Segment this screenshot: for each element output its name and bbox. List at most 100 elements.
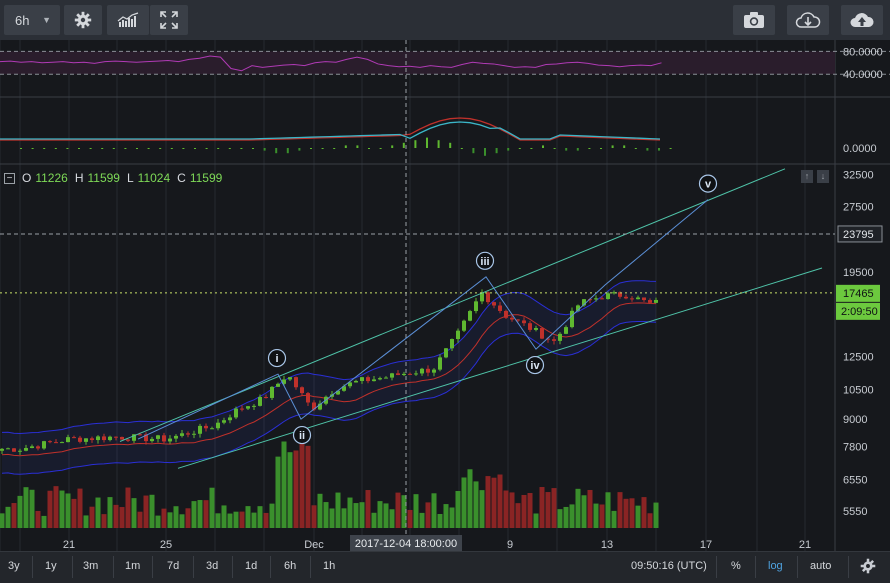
divider xyxy=(32,556,33,578)
macd-histogram-bar xyxy=(634,148,637,149)
camera-icon xyxy=(744,12,764,28)
range-1h[interactable]: 1h xyxy=(323,560,336,572)
candle-body xyxy=(348,382,352,387)
range-7d[interactable]: 7d xyxy=(167,560,180,572)
macd-histogram-bar xyxy=(472,148,475,154)
price-tick-label: 10500 xyxy=(843,385,874,397)
volume-bar xyxy=(587,489,593,528)
volume-bar xyxy=(371,512,377,528)
macd-histogram-bar xyxy=(600,148,602,149)
moving-average-line xyxy=(1,302,657,457)
range-1m[interactable]: 1m xyxy=(125,560,141,572)
wave-marker xyxy=(475,251,495,270)
range-3m[interactable]: 3m xyxy=(83,560,99,572)
volume-bar xyxy=(83,515,89,528)
macd-tick-label: 0.0000 xyxy=(843,143,877,155)
volume-bar xyxy=(545,492,551,528)
macd-histogram-bar xyxy=(333,148,336,149)
candle-body xyxy=(66,437,70,443)
snapshot-button[interactable] xyxy=(733,5,775,35)
indicators-button[interactable] xyxy=(107,5,149,35)
macd-histogram-bar xyxy=(542,145,544,148)
range-1d[interactable]: 1d xyxy=(245,560,258,572)
candle-body xyxy=(378,378,382,380)
candle-body xyxy=(600,298,604,300)
candle-body xyxy=(60,442,64,444)
bollinger-upper xyxy=(1,280,657,435)
candle-body xyxy=(480,292,484,302)
macd-histogram-bar xyxy=(507,148,510,151)
candle-body xyxy=(252,405,256,407)
settings-button[interactable] xyxy=(64,5,102,35)
cloud-download-icon xyxy=(795,12,821,28)
volume-bar xyxy=(581,495,587,528)
volume-bar xyxy=(485,476,491,528)
volume-bar xyxy=(653,502,659,528)
price-tick-label: 7800 xyxy=(843,441,867,453)
download-button[interactable] xyxy=(787,5,829,35)
interval-select[interactable]: 6h ▼ xyxy=(4,5,60,35)
candle-body xyxy=(474,301,478,312)
candle-body xyxy=(282,379,286,384)
candle-body xyxy=(564,327,568,334)
percent-scale-toggle[interactable]: % xyxy=(731,560,741,572)
x-tick-label: Dec xyxy=(304,539,324,551)
macd-histogram-bar xyxy=(54,148,57,149)
volume-bar xyxy=(257,506,263,528)
volume-bar xyxy=(491,477,497,528)
volume-bar xyxy=(5,506,11,528)
candle-body xyxy=(264,397,268,399)
volume-bar xyxy=(47,490,53,528)
volume-bar xyxy=(623,498,629,528)
collapse-panel-button[interactable]: − xyxy=(4,172,15,184)
candle-body xyxy=(48,441,52,443)
volume-bar xyxy=(89,506,95,528)
candle-body xyxy=(240,408,244,410)
candle-body xyxy=(504,310,508,318)
move-panel-down-button[interactable]: ↓ xyxy=(817,170,829,183)
candle-body xyxy=(402,373,406,376)
macd-histogram-bar xyxy=(518,148,521,149)
volume-bar xyxy=(509,492,515,528)
candle-body xyxy=(156,435,160,439)
macd-histogram-bar xyxy=(298,148,301,151)
volume-bar xyxy=(329,508,335,528)
volume-bar xyxy=(563,506,569,528)
volume-bar xyxy=(17,495,23,528)
auto-scale-toggle[interactable]: auto xyxy=(810,560,832,572)
volume-bar xyxy=(569,504,575,528)
divider xyxy=(270,556,271,578)
macd-histogram-bar xyxy=(623,145,626,148)
candle-body xyxy=(438,357,442,370)
volume-bar xyxy=(281,441,287,528)
range-3y[interactable]: 3y xyxy=(8,560,20,572)
range-3d[interactable]: 3d xyxy=(206,560,219,572)
cursor-date-box xyxy=(350,535,462,551)
volume-bar xyxy=(389,509,395,528)
range-6h[interactable]: 6h xyxy=(284,560,297,572)
candle-body xyxy=(186,433,190,435)
candle-body xyxy=(390,373,394,378)
volume-bar xyxy=(353,503,359,528)
upload-button[interactable] xyxy=(841,5,883,35)
macd-histogram-bar xyxy=(20,148,22,149)
move-panel-up-button[interactable]: ↑ xyxy=(801,170,813,183)
candle-body xyxy=(654,299,658,303)
candle-body xyxy=(12,448,16,452)
fullscreen-button[interactable] xyxy=(150,5,188,35)
range-1y[interactable]: 1y xyxy=(45,560,57,572)
gear-icon[interactable] xyxy=(860,558,876,574)
wave-marker xyxy=(292,425,312,445)
macd-histogram-bar xyxy=(66,148,69,149)
candle-body xyxy=(396,373,400,376)
volume-bar xyxy=(203,500,209,528)
candle-body xyxy=(96,436,100,441)
utc-clock: 09:50:16 (UTC) xyxy=(631,560,707,572)
wave-marker xyxy=(698,174,718,193)
log-scale-toggle[interactable]: log xyxy=(768,560,783,572)
volume-bar xyxy=(479,490,485,528)
indicators-icon xyxy=(117,12,139,27)
fullscreen-icon xyxy=(160,11,178,29)
volume-bar xyxy=(413,494,419,528)
